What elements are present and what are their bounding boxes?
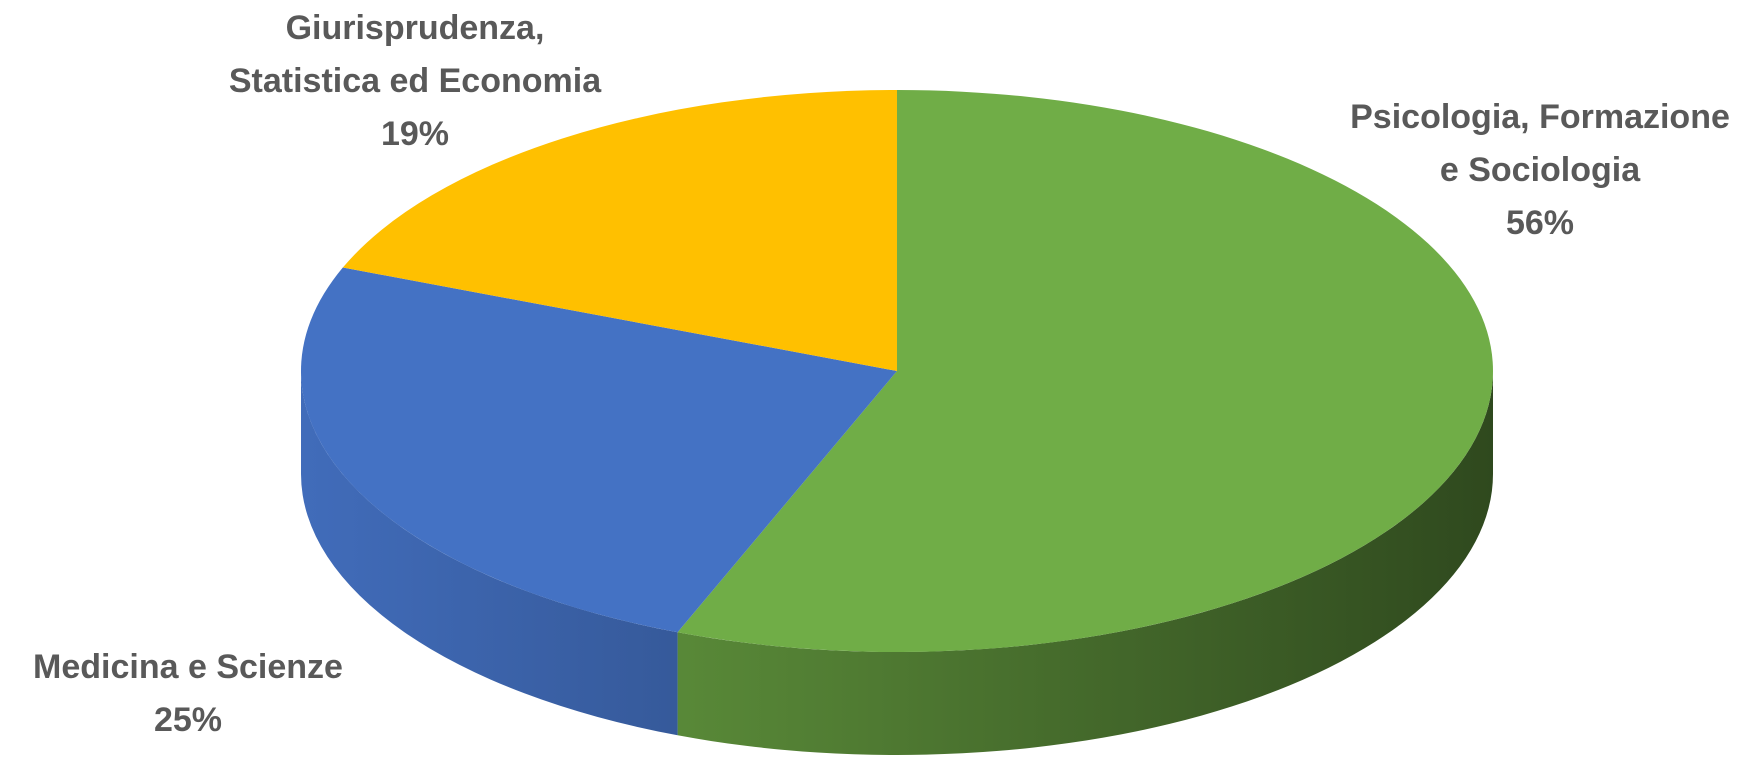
pie-slice-medicina-e-scienze: [301, 267, 897, 633]
data-label-category-line: Giurisprudenza,: [286, 9, 545, 47]
data-label-percent: 56%: [1506, 204, 1574, 242]
data-labels-group: Psicologia, Formazione e Sociologia 56% Med…: [33, 9, 1730, 739]
data-label-medicina-e-scienze: Medicina e Scienze 25%: [33, 648, 343, 739]
pie-top-group: [301, 90, 1493, 652]
data-label-category-line: Statistica ed Economia: [229, 62, 602, 100]
data-label-percent: 19%: [381, 115, 449, 153]
data-label-category-line: Psicologia, Formazione: [1350, 98, 1730, 136]
pie-side-psicologia-formazione-e-sociologia: [677, 371, 1493, 755]
data-label-giurisprudenza-statistica-ed-economia: Giurisprudenza, Statistica ed Economia 19%: [229, 9, 602, 153]
data-label-category-line: e Sociologia: [1440, 151, 1641, 189]
pie-side-group: [301, 371, 1493, 755]
pie-slice-psicologia-formazione-e-sociologia: [677, 90, 1493, 652]
pie-side-medicina-e-scienze: [301, 371, 678, 736]
data-label-percent: 25%: [154, 701, 222, 739]
data-label-category-line: Medicina e Scienze: [33, 648, 343, 686]
pie-slice-giurisprudenza-statistica-ed-economia: [342, 90, 897, 371]
data-label-psicologia-formazione-e-sociologia: Psicologia, Formazione e Sociologia 56%: [1350, 98, 1730, 242]
